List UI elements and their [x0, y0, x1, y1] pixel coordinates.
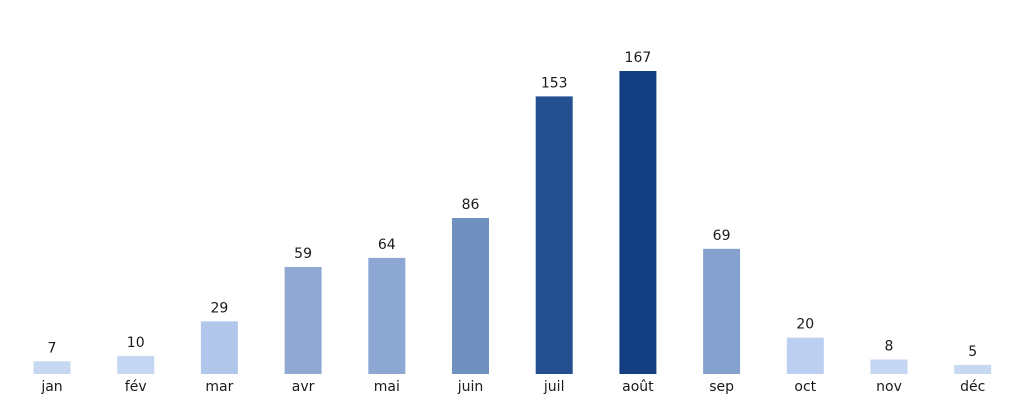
- bar-10: [870, 359, 908, 374]
- data-label-0: 7: [48, 340, 57, 356]
- bar-2: [200, 321, 238, 374]
- x-tick-label-4: mai: [374, 379, 400, 395]
- bar-5: [452, 218, 489, 374]
- x-tick-label-10: nov: [876, 379, 902, 395]
- data-label-4: 64: [378, 237, 396, 253]
- data-label-7: 167: [625, 50, 652, 66]
- bar-4: [368, 257, 406, 374]
- bar-9: [786, 337, 824, 374]
- bar-8: [703, 248, 741, 374]
- x-tick-label-2: mar: [205, 379, 233, 395]
- bar-1: [117, 355, 155, 374]
- bar-0: [33, 361, 71, 374]
- data-label-1: 10: [127, 335, 145, 351]
- data-label-5: 86: [462, 197, 480, 213]
- data-label-6: 153: [541, 75, 568, 91]
- bar-3: [284, 267, 322, 374]
- x-tick-label-3: avr: [292, 379, 315, 395]
- x-tick-label-6: juil: [543, 379, 565, 395]
- x-tick-label-11: déc: [960, 379, 985, 395]
- x-tick-label-1: fév: [125, 379, 147, 395]
- x-tick-label-9: oct: [794, 379, 816, 395]
- x-tick-label-7: août: [622, 379, 654, 395]
- data-label-2: 29: [210, 300, 228, 316]
- data-label-11: 5: [968, 344, 977, 360]
- x-tick-label-8: sep: [709, 379, 734, 395]
- data-label-10: 8: [885, 339, 894, 355]
- bar-6: [535, 96, 573, 375]
- x-tick-label-0: jan: [40, 379, 62, 395]
- x-tick-label-5: juin: [457, 379, 484, 395]
- data-label-9: 20: [796, 317, 814, 333]
- bar-7: [619, 71, 657, 374]
- data-label-8: 69: [713, 228, 731, 244]
- bar-11: [954, 364, 992, 374]
- data-label-3: 59: [294, 246, 312, 262]
